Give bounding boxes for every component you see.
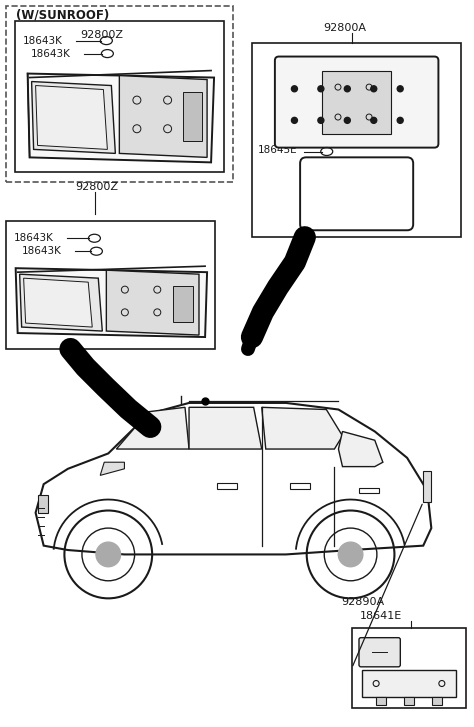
Bar — [6, 221, 215, 349]
Polygon shape — [100, 462, 125, 475]
Circle shape — [397, 117, 403, 124]
Bar — [217, 483, 237, 489]
Polygon shape — [106, 270, 199, 335]
Polygon shape — [16, 268, 207, 337]
Bar — [6, 6, 233, 182]
Polygon shape — [27, 73, 214, 162]
Circle shape — [292, 86, 297, 92]
Polygon shape — [19, 274, 102, 331]
Circle shape — [371, 86, 377, 92]
FancyBboxPatch shape — [359, 638, 401, 667]
Circle shape — [318, 117, 324, 124]
Bar — [432, 697, 442, 705]
Text: 92800A: 92800A — [324, 23, 367, 33]
Bar — [404, 697, 414, 705]
Polygon shape — [32, 81, 115, 153]
Circle shape — [338, 542, 363, 567]
Text: 18645E: 18645E — [258, 145, 298, 156]
Circle shape — [344, 117, 350, 124]
Bar — [376, 697, 386, 705]
Polygon shape — [338, 431, 383, 467]
Polygon shape — [24, 278, 92, 327]
Circle shape — [318, 86, 324, 92]
Text: 18643K: 18643K — [23, 36, 63, 46]
Polygon shape — [189, 407, 262, 449]
Text: 92890A: 92890A — [342, 597, 385, 606]
Polygon shape — [116, 407, 189, 449]
Bar — [423, 471, 431, 502]
Circle shape — [344, 86, 350, 92]
Circle shape — [371, 117, 377, 124]
FancyBboxPatch shape — [300, 157, 413, 230]
Bar — [173, 286, 193, 322]
Polygon shape — [36, 86, 108, 150]
Text: 92800Z: 92800Z — [75, 182, 118, 193]
Polygon shape — [36, 403, 431, 555]
Text: 18641E: 18641E — [360, 611, 402, 621]
Circle shape — [292, 117, 297, 124]
Bar — [352, 629, 466, 708]
FancyBboxPatch shape — [275, 57, 438, 148]
Bar — [15, 20, 224, 172]
Bar — [362, 670, 456, 697]
Text: 18643K: 18643K — [14, 233, 54, 244]
Circle shape — [397, 86, 403, 92]
Bar — [37, 495, 48, 513]
Text: 92800Z: 92800Z — [81, 30, 123, 39]
Circle shape — [96, 542, 120, 567]
Bar — [182, 92, 202, 141]
Bar — [252, 43, 461, 237]
Bar — [359, 488, 379, 493]
Text: (W/SUNROOF): (W/SUNROOF) — [16, 9, 109, 22]
Text: 18643K: 18643K — [31, 49, 71, 59]
Bar — [290, 483, 310, 489]
Text: 18643K: 18643K — [22, 246, 62, 256]
Polygon shape — [119, 76, 207, 157]
Bar — [322, 71, 391, 134]
Polygon shape — [262, 407, 343, 449]
